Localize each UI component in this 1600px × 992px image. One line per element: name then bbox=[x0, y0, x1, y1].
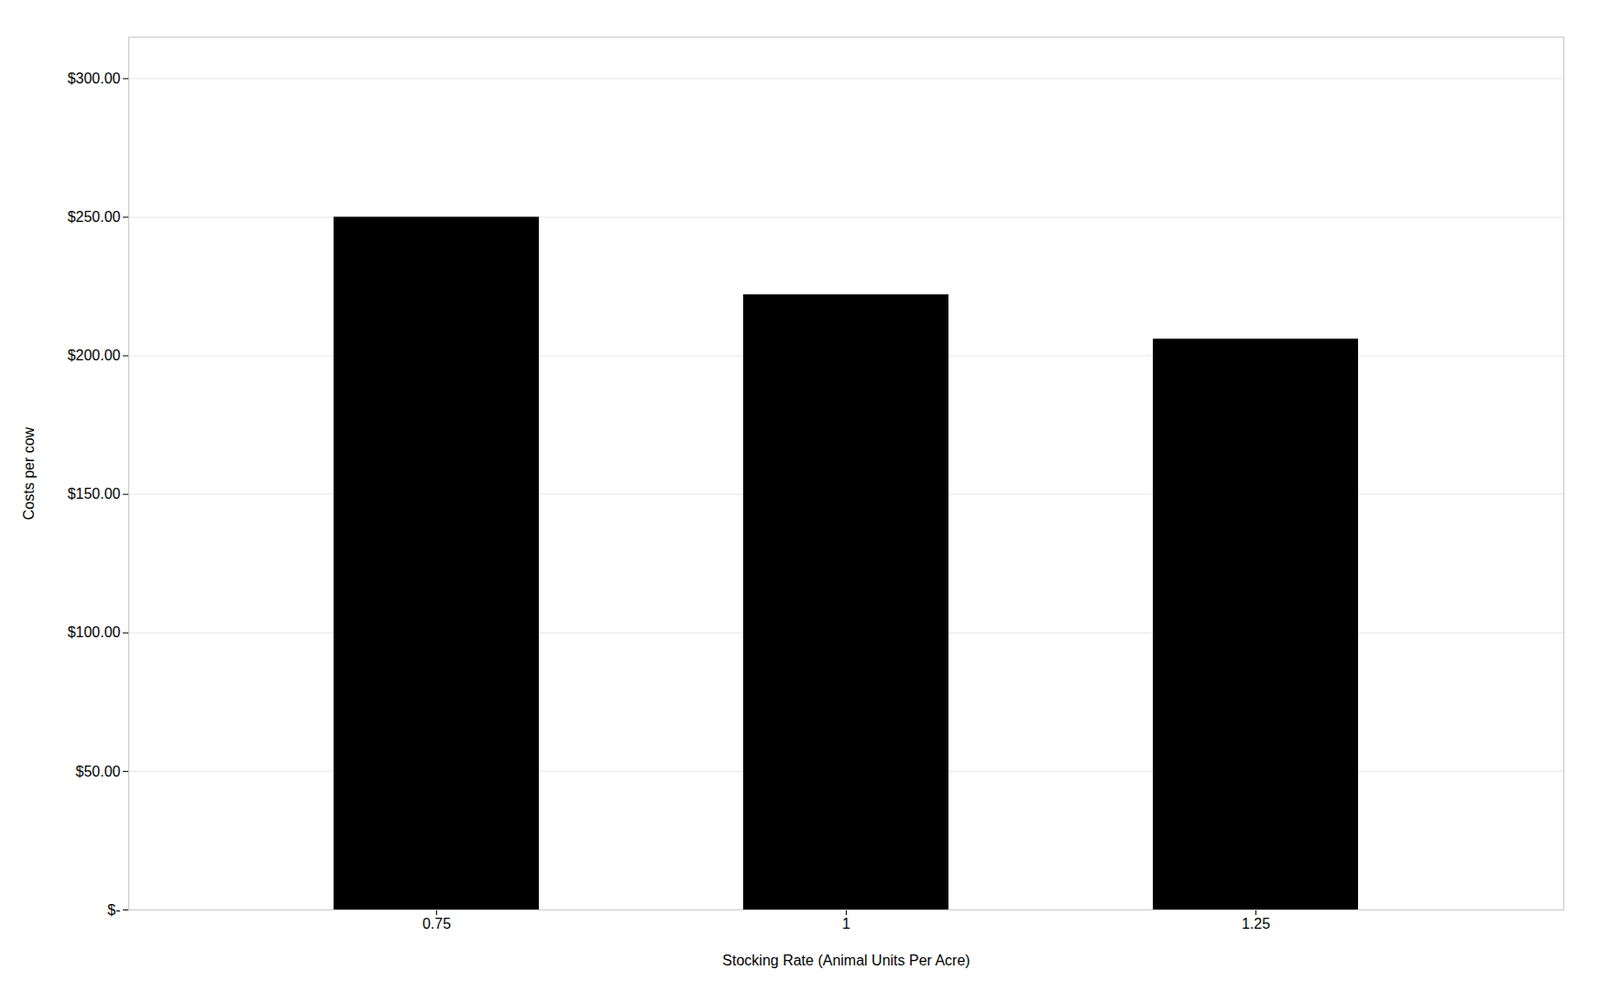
svg-text:$200.00: $200.00 bbox=[67, 347, 121, 363]
svg-text:Costs per cow: Costs per cow bbox=[21, 426, 37, 520]
svg-text:0.75: 0.75 bbox=[422, 915, 451, 932]
svg-text:$100.00: $100.00 bbox=[67, 624, 121, 640]
svg-text:$50.00: $50.00 bbox=[76, 763, 121, 779]
svg-text:1.25: 1.25 bbox=[1241, 915, 1271, 932]
svg-text:$250.00: $250.00 bbox=[67, 208, 121, 225]
svg-text:$300.00: $300.00 bbox=[67, 70, 121, 87]
svg-text:Stocking Rate (Animal Units Pe: Stocking Rate (Animal Units Per Acre) bbox=[722, 952, 970, 968]
svg-text:1: 1 bbox=[842, 915, 851, 932]
svg-text:$-: $- bbox=[107, 901, 121, 918]
svg-text:$150.00: $150.00 bbox=[67, 485, 121, 502]
